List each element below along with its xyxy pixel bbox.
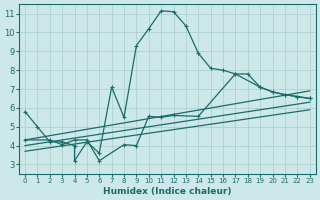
X-axis label: Humidex (Indice chaleur): Humidex (Indice chaleur) (103, 187, 232, 196)
